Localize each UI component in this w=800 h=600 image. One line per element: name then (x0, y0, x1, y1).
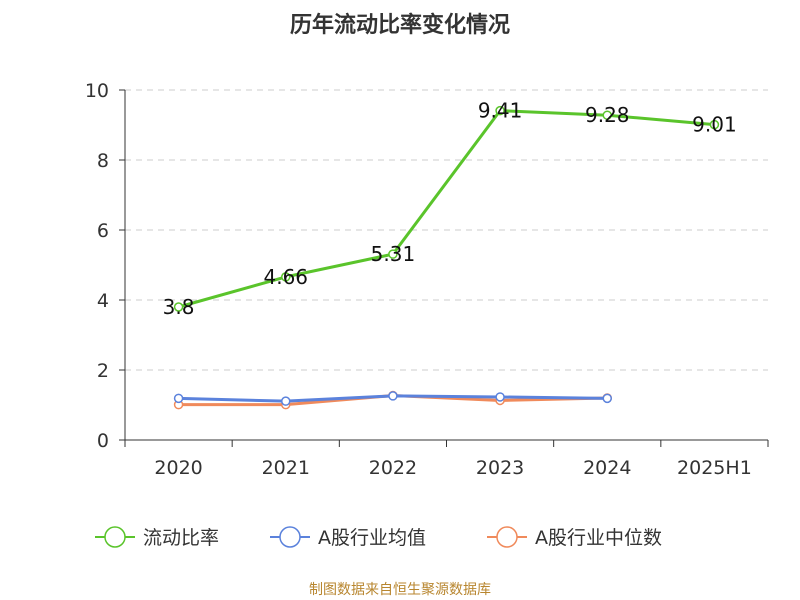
series-0-point-3 (495, 105, 505, 116)
series-0-point-1 (281, 272, 291, 282)
axes: 0 2 4 6 8 10 2020 2021 2022 2023 2024 2025H1 (85, 80, 769, 479)
series-1-point-3 (495, 392, 505, 402)
data-label-0: 3.8 (163, 295, 195, 319)
y-tick-label-5: 10 (85, 80, 109, 102)
data-label-1: 4.66 (263, 265, 308, 289)
series-1-point-2 (388, 391, 398, 401)
legend-item-1[interactable]: A股行业均值 (270, 526, 426, 549)
legend-item-2[interactable]: A股行业中位数 (487, 526, 662, 549)
chart-title: 历年流动比率变化情况 (290, 12, 510, 38)
series-1-point-4 (602, 393, 612, 404)
legend[interactable]: 流动比率 A股行业均值 A股行业中位数 (95, 526, 662, 549)
series-lines (173, 105, 720, 410)
data-label-3: 9.41 (478, 99, 523, 123)
y-tick-label-0: 0 (97, 430, 109, 452)
series-0-point-5 (709, 119, 720, 130)
x-tick-label-0: 2020 (154, 457, 202, 479)
source-note: 制图数据来自恒生聚源数据库 (309, 582, 491, 598)
y-tick-label-2: 4 (97, 290, 109, 312)
x-tick-label-5: 2025H1 (677, 457, 752, 479)
y-tick-label-1: 2 (97, 360, 109, 382)
y-tick-label-3: 6 (97, 220, 109, 242)
legend-item-0[interactable]: 流动比率 (95, 526, 219, 549)
x-tick-label-4: 2024 (583, 457, 631, 479)
series-1-point-1 (281, 396, 291, 406)
legend-marker-icon-1 (279, 526, 301, 548)
series-0-point-0 (173, 302, 184, 312)
legend-label-2: A股行业中位数 (535, 527, 662, 549)
grid-lines (125, 89, 768, 371)
x-tick-label-3: 2023 (476, 457, 524, 479)
series-0-point-2 (388, 249, 398, 259)
legend-marker-icon-0 (104, 526, 126, 548)
data-label-2: 5.31 (371, 242, 416, 266)
data-label-5: 9.01 (692, 113, 737, 137)
y-tick-label-4: 8 (97, 150, 109, 172)
x-tick-label-1: 2021 (262, 457, 310, 479)
data-labels: 3.8 4.66 5.31 9.41 9.28 9.01 (163, 99, 737, 319)
x-tick-label-2: 2022 (369, 457, 417, 479)
series-0-point-4 (602, 110, 612, 120)
data-label-4: 9.28 (585, 103, 630, 127)
legend-label-1: A股行业均值 (318, 527, 426, 549)
legend-label-0: 流动比率 (143, 527, 219, 549)
legend-marker-icon-2 (496, 526, 518, 548)
series-line-0 (178, 109, 715, 309)
series-1-point-0 (173, 393, 184, 404)
